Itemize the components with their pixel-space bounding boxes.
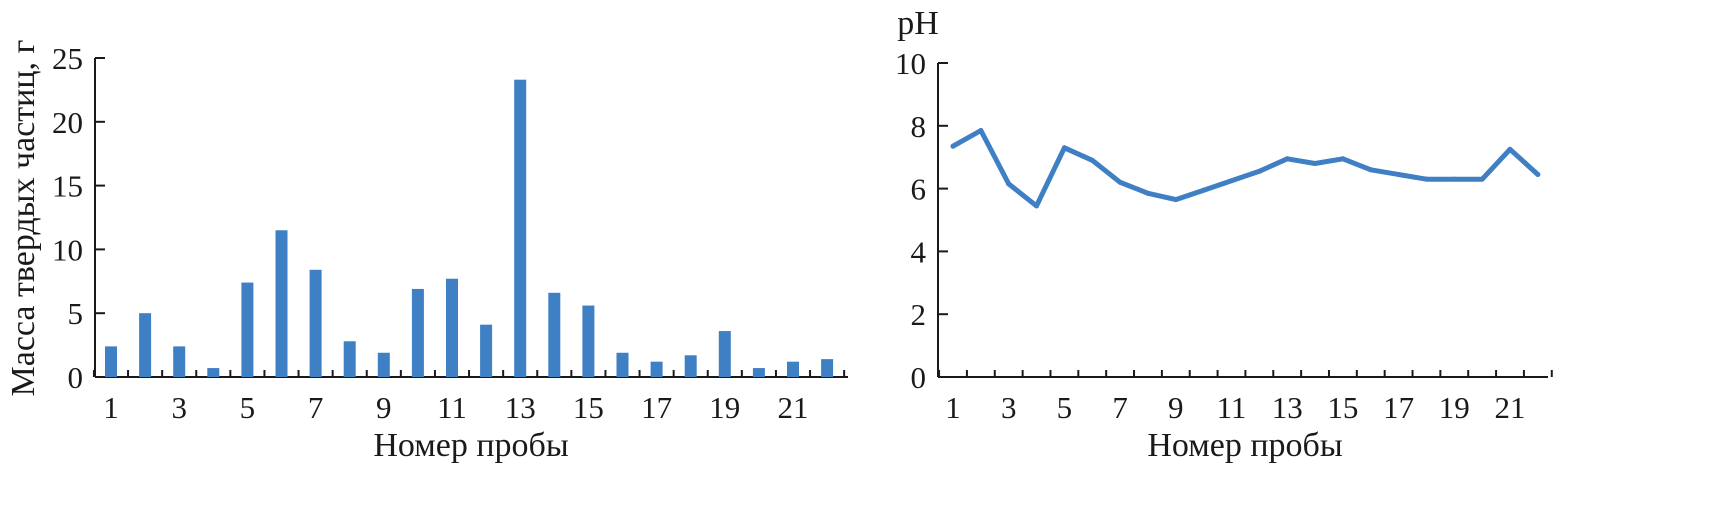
- bar-sample-15: [582, 305, 595, 377]
- ph-point-20: [1479, 176, 1485, 182]
- line-x-tick-label: 1: [945, 390, 961, 425]
- bar-sample-18: [684, 355, 697, 377]
- ph-point-12: [1256, 168, 1262, 174]
- line-x-tick-label: 3: [1001, 390, 1017, 425]
- ph-point-4: [1034, 203, 1040, 209]
- bar-sample-19: [718, 331, 731, 377]
- bar-x-tick-label: 17: [641, 390, 672, 425]
- bar-sample-22: [821, 359, 834, 377]
- line-points: [950, 128, 1541, 209]
- bar-sample-8: [343, 341, 356, 377]
- ph-point-14: [1312, 160, 1318, 166]
- bar-sample-11: [446, 278, 458, 377]
- ph-point-19: [1451, 176, 1457, 182]
- bar-x-tick-label: 1: [103, 390, 119, 425]
- line-x-tick-label: 21: [1495, 390, 1526, 425]
- bar-x-tick-label: 21: [778, 390, 809, 425]
- bar-sample-4: [207, 368, 220, 377]
- bar-x-tick-label: 11: [437, 390, 467, 425]
- bar-x-tick-label: 9: [376, 390, 392, 425]
- line-x-tick-label: 19: [1439, 390, 1470, 425]
- bar-sample-7: [309, 269, 322, 377]
- ph-point-1: [950, 143, 956, 149]
- bar-x-tick-label: 13: [505, 390, 536, 425]
- line-y-tick-label: 8: [911, 109, 927, 144]
- bar-y-tick-label: 10: [52, 232, 83, 267]
- ph-point-2: [978, 128, 984, 134]
- ph-point-10: [1201, 187, 1207, 193]
- ph-point-5: [1061, 145, 1067, 151]
- ph-point-11: [1229, 178, 1234, 184]
- bar-sample-9: [377, 352, 390, 377]
- line-x-tick-label: 15: [1327, 390, 1358, 425]
- line-y-tick-label: 4: [911, 234, 927, 269]
- bar-sample-1: [105, 346, 117, 377]
- bar-sample-5: [241, 282, 254, 377]
- ph-point-3: [1006, 181, 1012, 187]
- bar-x-tick-label: 15: [573, 390, 604, 425]
- line-y-axis-title: pH: [897, 5, 939, 42]
- ph-series-line: [950, 128, 1541, 209]
- bar-y-tick-label: 0: [68, 360, 84, 395]
- line-x-tick-label: 9: [1168, 390, 1184, 425]
- bar-y-tick-label: 25: [52, 41, 83, 76]
- ph-point-22: [1535, 171, 1541, 177]
- line-y-tick-label: 10: [895, 46, 926, 81]
- bar-x-tick-label: 5: [240, 390, 256, 425]
- bar-y-axis-title: Масса твердых частиц, г: [5, 39, 42, 396]
- bar-sample-17: [650, 361, 663, 377]
- line-y-ticks: 0 2 4 6 8 10: [895, 46, 948, 395]
- line-x-tick-label: 17: [1383, 390, 1414, 425]
- ph-point-16: [1368, 167, 1374, 173]
- bar-sample-10: [411, 288, 424, 377]
- ph-point-6: [1089, 157, 1095, 163]
- bar-x-ticks: 1 3 5 7 9 11 13 15 17 19 21: [92, 370, 846, 425]
- line-x-tick-label: 5: [1057, 390, 1073, 425]
- bar-sample-20: [752, 368, 765, 377]
- bar-sample-16: [616, 352, 629, 377]
- ph-point-15: [1340, 156, 1346, 162]
- bar-sample-2: [139, 313, 152, 377]
- bar-x-axis-title: Номер пробы: [373, 427, 569, 464]
- bar-sample-14: [548, 292, 561, 377]
- line-y-tick-label: 2: [911, 297, 927, 332]
- line-y-tick-label: 6: [911, 172, 927, 207]
- line-y-tick-label: 0: [911, 360, 927, 395]
- bar-x-tick-label: 19: [709, 390, 740, 425]
- bar-y-tick-label: 20: [52, 105, 83, 140]
- bar-y-tick-label: 15: [52, 169, 83, 204]
- bar-sample-21: [787, 361, 799, 377]
- line-x-axis-title: Номер пробы: [1147, 427, 1343, 464]
- bar-sample-12: [480, 324, 493, 377]
- ph-point-18: [1423, 176, 1429, 182]
- bar-marks: [105, 79, 834, 377]
- ph-point-13: [1284, 156, 1290, 162]
- line-x-tick-label: 11: [1217, 390, 1247, 425]
- bar-y-ticks: 0 5 10 15 20 25: [52, 41, 105, 395]
- line-x-tick-label: 7: [1112, 390, 1128, 425]
- ph-point-9: [1173, 197, 1179, 203]
- ph-point-21: [1507, 146, 1513, 152]
- bar-x-tick-label: 3: [171, 390, 187, 425]
- bar-sample-6: [275, 230, 288, 377]
- bar-x-tick-label: 7: [308, 390, 324, 425]
- ph-point-8: [1145, 190, 1151, 196]
- bar-sample-13: [514, 79, 527, 377]
- line-x-ticks: 1 3 5 7 9 11 13 15 17 19 21: [938, 370, 1553, 425]
- line-x-tick-label: 13: [1272, 390, 1303, 425]
- bar-y-tick-label: 5: [68, 296, 84, 331]
- bar-sample-3: [173, 346, 186, 377]
- ph-point-17: [1396, 171, 1402, 177]
- ph-point-7: [1117, 179, 1123, 185]
